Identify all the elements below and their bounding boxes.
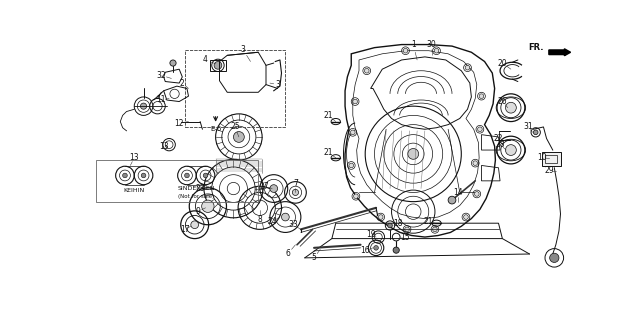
Bar	[184, 50, 285, 127]
Circle shape	[170, 60, 176, 66]
Bar	[542, 152, 561, 166]
Circle shape	[282, 213, 289, 221]
Circle shape	[292, 189, 298, 196]
Circle shape	[463, 215, 468, 219]
Circle shape	[506, 145, 516, 156]
Circle shape	[353, 194, 358, 198]
Text: 21: 21	[323, 111, 333, 120]
Circle shape	[403, 48, 408, 53]
Text: 4: 4	[203, 55, 208, 64]
Circle shape	[448, 196, 456, 204]
Circle shape	[434, 48, 439, 53]
Circle shape	[204, 173, 208, 178]
Circle shape	[533, 130, 538, 135]
Circle shape	[140, 103, 147, 109]
Text: E-6: E-6	[210, 126, 221, 132]
Bar	[210, 60, 226, 71]
Text: 31: 31	[523, 123, 532, 132]
Circle shape	[433, 227, 437, 232]
Text: 23: 23	[195, 184, 205, 193]
Circle shape	[479, 94, 484, 99]
Circle shape	[270, 185, 278, 192]
Circle shape	[465, 65, 470, 70]
Circle shape	[353, 99, 358, 104]
Text: 33: 33	[288, 220, 298, 229]
Circle shape	[184, 173, 189, 178]
Circle shape	[351, 130, 355, 135]
Text: 7: 7	[293, 179, 298, 188]
Text: 14: 14	[453, 188, 463, 197]
Circle shape	[477, 127, 482, 132]
Text: 8: 8	[257, 215, 262, 224]
Circle shape	[388, 223, 392, 228]
Bar	[184, 50, 285, 127]
Text: 16: 16	[360, 246, 370, 255]
Text: 15: 15	[401, 233, 410, 242]
Text: 21: 21	[323, 148, 333, 157]
Bar	[95, 160, 259, 203]
Circle shape	[506, 102, 516, 113]
Circle shape	[408, 148, 419, 159]
Circle shape	[374, 245, 378, 250]
Text: 24: 24	[268, 217, 277, 226]
Bar	[545, 156, 557, 163]
Circle shape	[123, 173, 127, 178]
Text: 5: 5	[312, 253, 317, 262]
Circle shape	[234, 132, 244, 142]
Text: 32: 32	[157, 71, 166, 80]
Text: 2: 2	[180, 78, 185, 88]
Text: 3: 3	[240, 45, 245, 54]
Text: 20: 20	[497, 59, 507, 68]
Circle shape	[191, 221, 198, 228]
Text: 21: 21	[424, 217, 433, 226]
Text: 10: 10	[537, 153, 547, 162]
Text: SINDENGEN: SINDENGEN	[177, 186, 215, 191]
Text: 18: 18	[393, 219, 403, 228]
Text: 1: 1	[411, 40, 415, 49]
Text: 12: 12	[175, 119, 184, 128]
Text: (Not for sale): (Not for sale)	[178, 194, 214, 199]
Circle shape	[214, 61, 222, 69]
Text: 17: 17	[180, 225, 189, 234]
Text: 9: 9	[195, 207, 200, 216]
Text: 19: 19	[366, 230, 376, 239]
Text: 27: 27	[260, 182, 269, 191]
Circle shape	[349, 163, 353, 168]
Circle shape	[141, 173, 146, 178]
Text: 28: 28	[495, 140, 505, 149]
Circle shape	[393, 247, 399, 253]
Circle shape	[550, 253, 559, 262]
Circle shape	[202, 200, 214, 212]
Text: 30: 30	[426, 40, 436, 49]
Circle shape	[404, 227, 410, 232]
Text: 13: 13	[159, 142, 168, 151]
Text: 22: 22	[493, 134, 503, 143]
Circle shape	[364, 68, 369, 73]
Text: 3: 3	[275, 80, 280, 89]
Text: 13: 13	[129, 153, 139, 162]
Text: FR.: FR.	[528, 43, 543, 52]
Circle shape	[473, 161, 477, 165]
Circle shape	[378, 215, 383, 219]
Text: 25: 25	[230, 123, 240, 132]
Text: 11: 11	[157, 95, 166, 105]
FancyArrow shape	[549, 49, 571, 56]
Text: 26: 26	[497, 97, 507, 106]
Text: KEIHIN: KEIHIN	[124, 188, 145, 193]
Text: 29: 29	[544, 166, 554, 175]
Circle shape	[474, 192, 479, 196]
Text: 6: 6	[285, 250, 290, 259]
